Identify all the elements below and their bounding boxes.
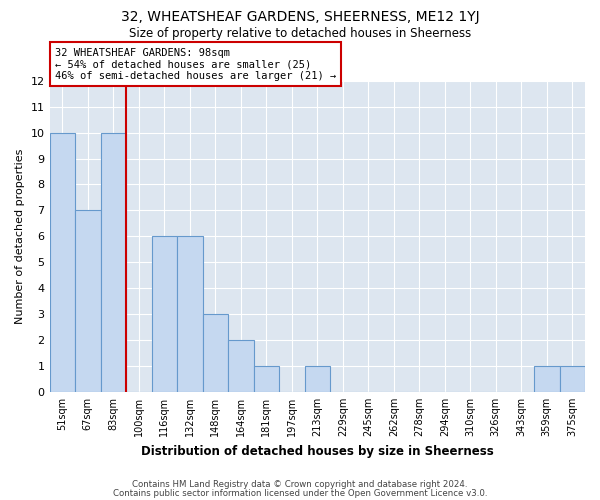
Bar <box>228 340 254 392</box>
Bar <box>203 314 228 392</box>
Text: 32, WHEATSHEAF GARDENS, SHEERNESS, ME12 1YJ: 32, WHEATSHEAF GARDENS, SHEERNESS, ME12 … <box>121 10 479 24</box>
Bar <box>177 236 203 392</box>
Bar <box>534 366 560 392</box>
Bar <box>560 366 585 392</box>
Bar <box>152 236 177 392</box>
Bar <box>50 132 75 392</box>
Bar <box>75 210 101 392</box>
X-axis label: Distribution of detached houses by size in Sheerness: Distribution of detached houses by size … <box>141 444 494 458</box>
Bar <box>254 366 279 392</box>
Text: Contains HM Land Registry data © Crown copyright and database right 2024.: Contains HM Land Registry data © Crown c… <box>132 480 468 489</box>
Text: Size of property relative to detached houses in Sheerness: Size of property relative to detached ho… <box>129 28 471 40</box>
Text: 32 WHEATSHEAF GARDENS: 98sqm
← 54% of detached houses are smaller (25)
46% of se: 32 WHEATSHEAF GARDENS: 98sqm ← 54% of de… <box>55 48 336 80</box>
Bar <box>305 366 330 392</box>
Y-axis label: Number of detached properties: Number of detached properties <box>15 148 25 324</box>
Text: Contains public sector information licensed under the Open Government Licence v3: Contains public sector information licen… <box>113 488 487 498</box>
Bar <box>101 132 126 392</box>
